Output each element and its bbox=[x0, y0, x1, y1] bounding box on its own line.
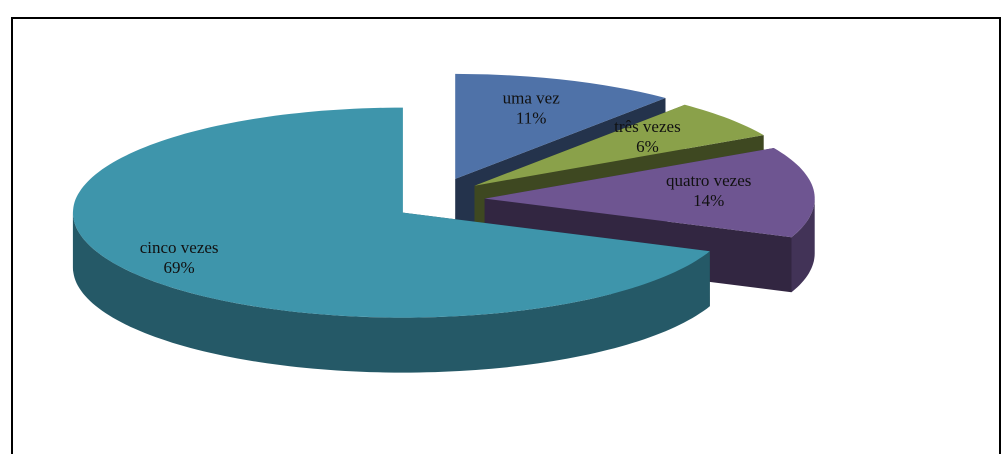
slice-label: cinco vezes 69% bbox=[140, 238, 219, 277]
slice-category: uma vez bbox=[503, 89, 561, 108]
slice-side bbox=[72, 212, 710, 373]
slice-value: 69% bbox=[164, 258, 195, 277]
slice-value: 14% bbox=[693, 191, 724, 210]
slice-label: quatro vezes 14% bbox=[666, 171, 751, 210]
slice-category: quatro vezes bbox=[666, 171, 751, 190]
slice bbox=[484, 148, 815, 238]
slice bbox=[455, 73, 666, 179]
slice bbox=[72, 107, 710, 318]
slice-category: três vezes bbox=[614, 117, 681, 136]
slice-side bbox=[791, 198, 815, 293]
slice-label: três vezes 6% bbox=[614, 117, 681, 156]
slice bbox=[474, 104, 764, 186]
slice-value: 6% bbox=[636, 137, 659, 156]
slice-value: 11% bbox=[516, 109, 547, 128]
slice-category: cinco vezes bbox=[140, 238, 219, 257]
slice-label: uma vez 11% bbox=[503, 89, 561, 128]
